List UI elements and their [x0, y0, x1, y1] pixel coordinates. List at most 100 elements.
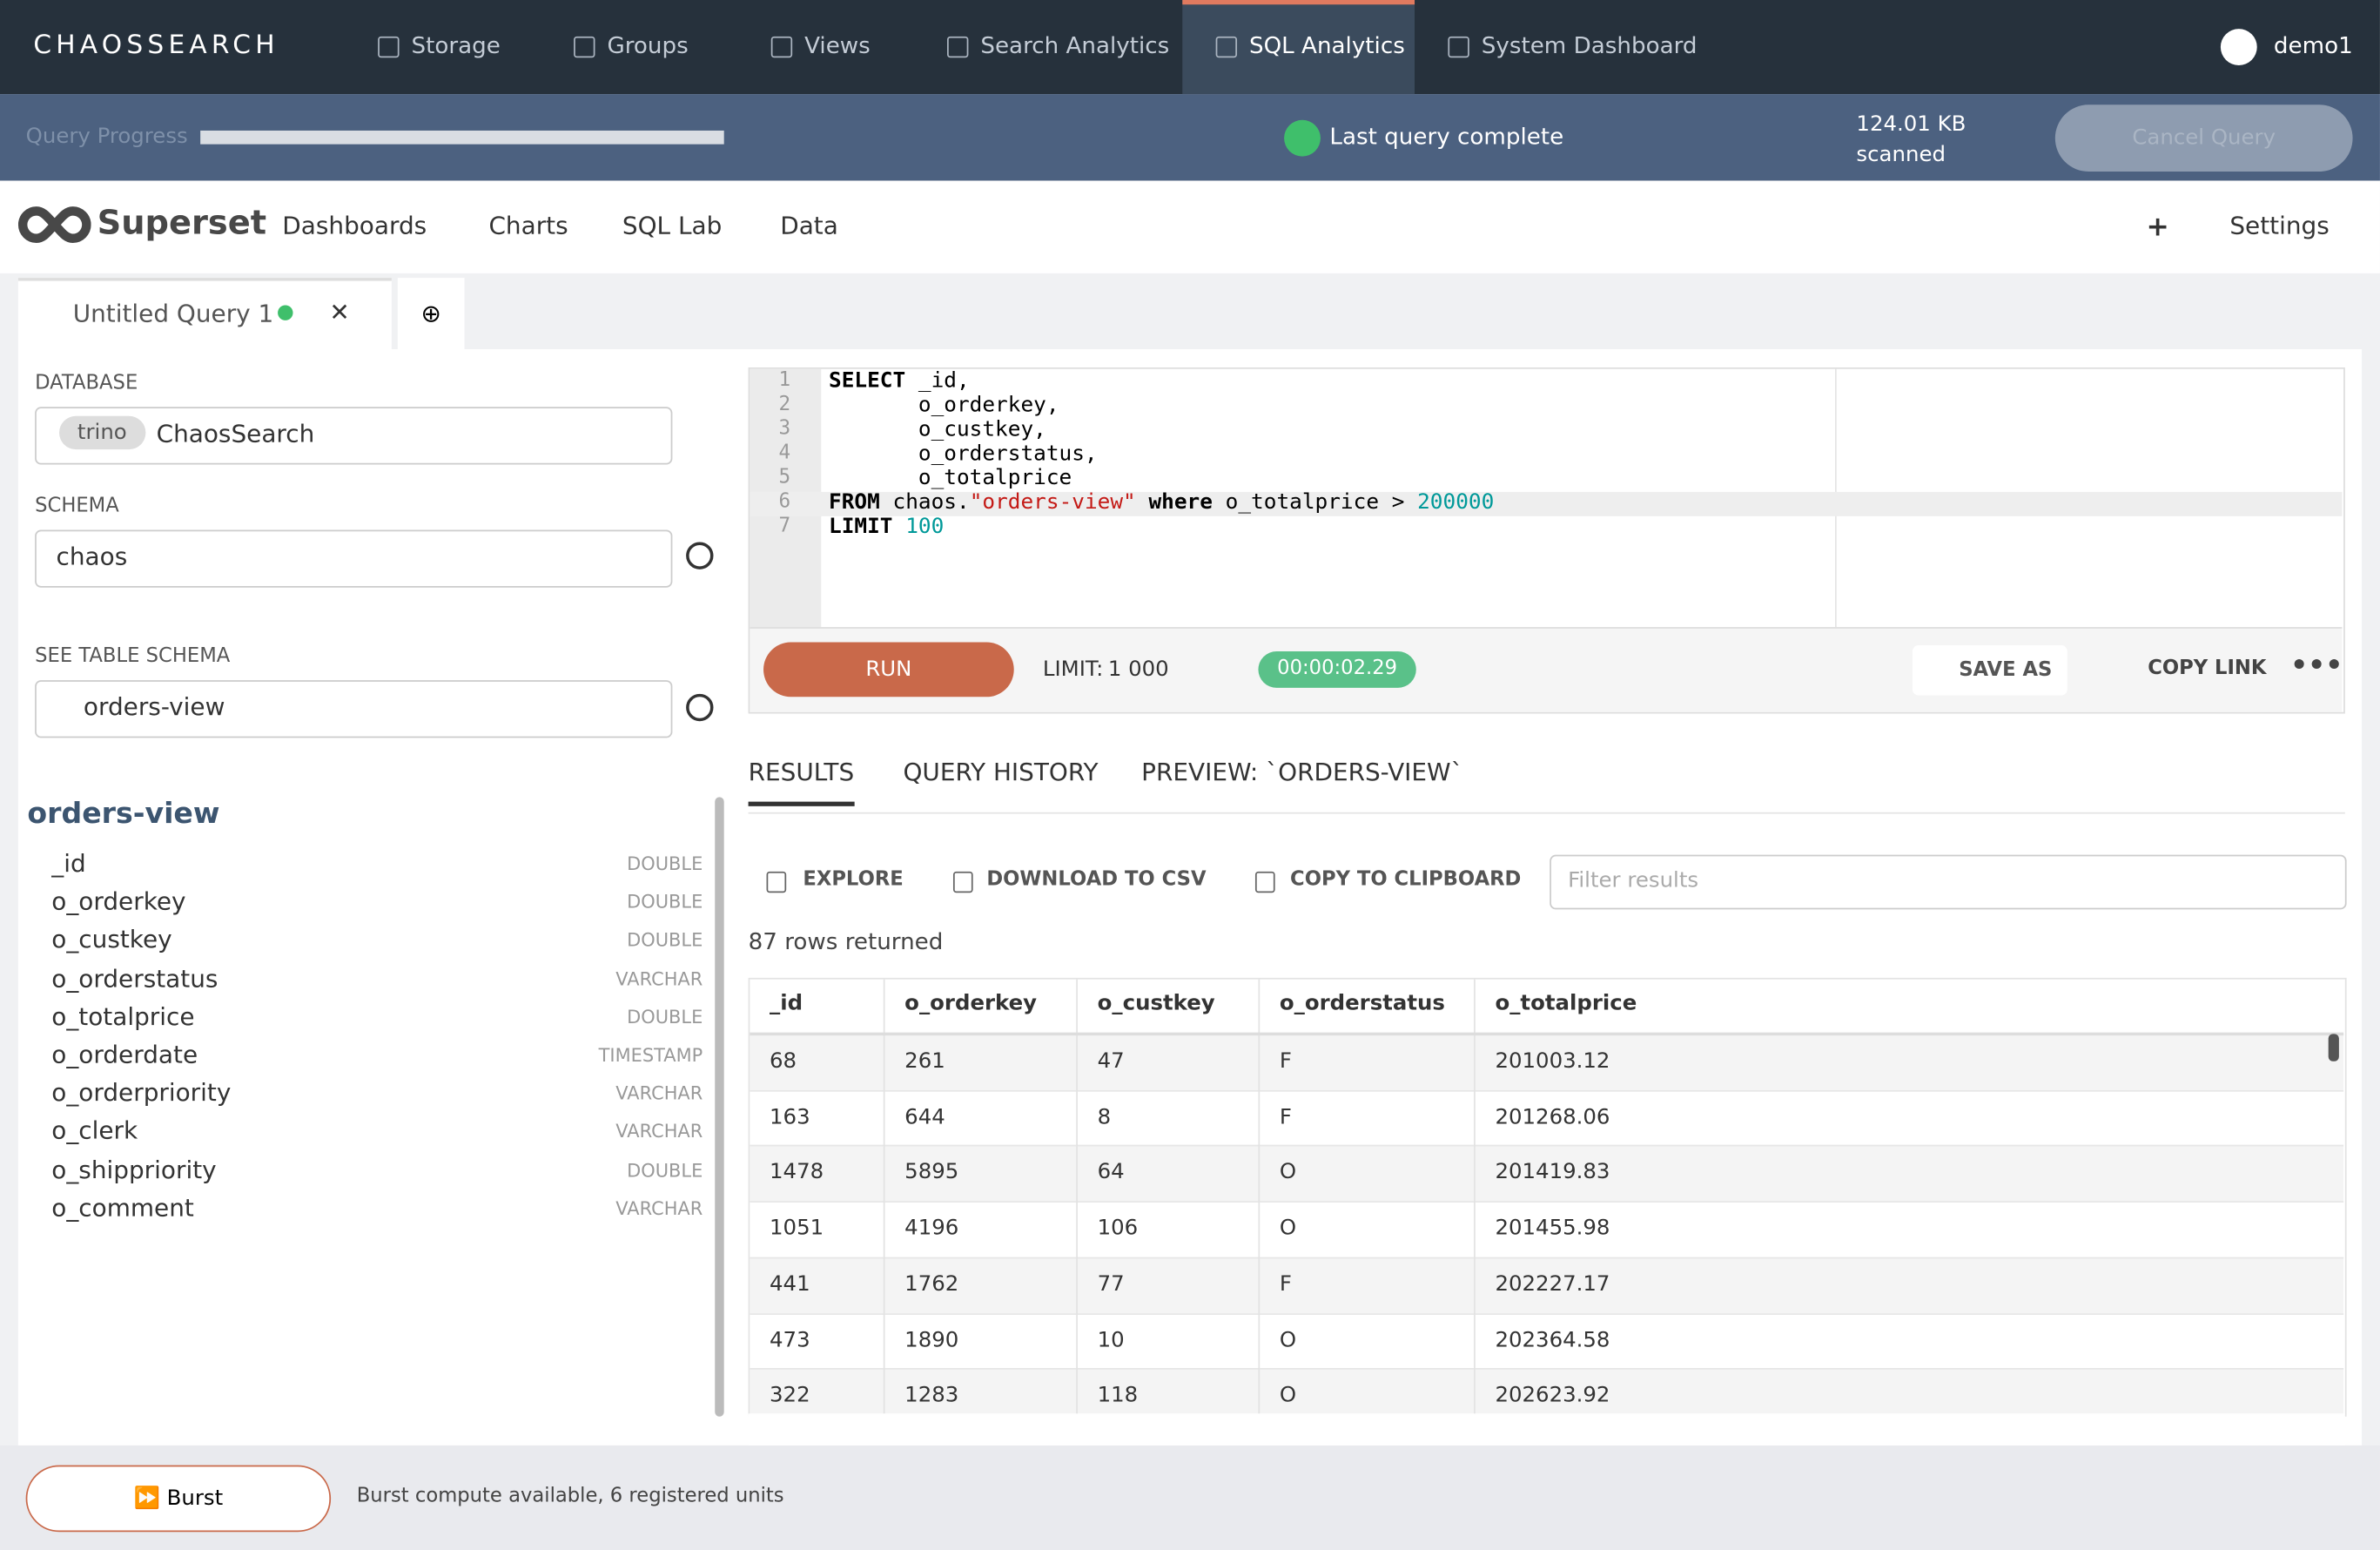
code-line: o_totalprice	[829, 466, 1072, 491]
result-tab[interactable]: RESULTS	[748, 758, 855, 806]
column-divider	[1076, 979, 1078, 1414]
header-cell[interactable]: o_custkey	[1097, 991, 1215, 1016]
cell: 202364.58	[1495, 1327, 1610, 1352]
tab-title[interactable]: Untitled Query 1	[72, 299, 274, 328]
cell: 68	[770, 1048, 797, 1074]
cell: 473	[770, 1327, 810, 1352]
action-icon	[952, 871, 973, 893]
filter-input[interactable]	[1550, 854, 2347, 910]
more[interactable]: •••	[2290, 650, 2343, 682]
menu-item[interactable]: Dashboards	[282, 211, 427, 240]
code-line: o_orderstatus,	[829, 441, 1098, 467]
nav-item[interactable]: Views	[804, 31, 871, 60]
cell: 106	[1097, 1216, 1139, 1241]
column-name: o_orderkey	[51, 886, 186, 916]
cancel-query[interactable]: Cancel Query	[2054, 104, 2353, 172]
cell: 201419.83	[1495, 1160, 1610, 1185]
select[interactable]	[35, 529, 673, 588]
superset-bar	[0, 180, 2380, 273]
cell: F	[1279, 1104, 1292, 1129]
header-cell[interactable]: o_orderstatus	[1279, 991, 1445, 1016]
user[interactable]: demo1	[2273, 31, 2353, 60]
row	[750, 1201, 2344, 1257]
column-name: o_orderpriority	[51, 1078, 232, 1108]
header-cell[interactable]: _id	[770, 991, 803, 1016]
refresh-icon[interactable]	[686, 693, 714, 722]
field-label: SCHEMA	[35, 495, 119, 518]
cell: 1890	[904, 1327, 959, 1352]
query-tab[interactable]	[17, 278, 392, 353]
active-nav-bg	[1182, 0, 1415, 95]
result-tab[interactable]: PREVIEW: `ORDERS-VIEW`	[1141, 758, 1463, 787]
burst-icon: ⏩	[133, 1486, 167, 1511]
progress-label: Query Progress	[25, 124, 188, 149]
filter-placeholder[interactable]: Filter results	[1568, 868, 1699, 893]
superset-icon	[18, 205, 91, 244]
burst-message: Burst compute available, 6 registered un…	[356, 1485, 784, 1508]
result-action[interactable]: EXPLORE	[803, 868, 904, 892]
column-divider	[1258, 979, 1261, 1414]
field-label: DATABASE	[35, 372, 138, 395]
table-scrollbar	[2328, 1034, 2339, 1061]
limit-label: LIMIT:	[1042, 657, 1104, 682]
nav-item[interactable]: Groups	[607, 31, 689, 60]
nav-item[interactable]: Search Analytics	[980, 31, 1170, 60]
cell: O	[1279, 1216, 1297, 1241]
run-button[interactable]: RUN	[763, 642, 1014, 698]
cell: 644	[904, 1104, 945, 1129]
header-cell[interactable]: o_orderkey	[904, 991, 1038, 1016]
cell: 261	[904, 1048, 945, 1074]
cell: 47	[1097, 1048, 1125, 1074]
column-name: o_orderstatus	[51, 963, 219, 993]
settings[interactable]: Settings	[2229, 211, 2330, 240]
cell: F	[1279, 1048, 1292, 1074]
result-action[interactable]: DOWNLOAD TO CSV	[986, 868, 1207, 892]
row	[750, 1257, 2344, 1313]
column-name: o_totalprice	[51, 1001, 195, 1031]
copy-link[interactable]: COPY LINK	[2148, 657, 2267, 681]
menu-item[interactable]: SQL Lab	[622, 211, 723, 240]
cell: 1051	[770, 1216, 824, 1241]
nav-icon	[1215, 36, 1238, 58]
column-type: DOUBLE	[627, 891, 703, 913]
toolbar	[750, 627, 2343, 712]
footer	[0, 1445, 2380, 1550]
refresh-icon[interactable]	[686, 542, 714, 569]
cell: 10	[1097, 1327, 1125, 1352]
plus-menu[interactable]: +	[2146, 211, 2169, 243]
limit[interactable]: 1 000	[1107, 657, 1169, 682]
logo-path	[18, 206, 91, 243]
row	[750, 1312, 2344, 1369]
burst-button[interactable]: ⏩ Burst	[25, 1465, 332, 1533]
column-name: _id	[51, 848, 86, 878]
cell: 201455.98	[1495, 1216, 1610, 1241]
menu-item[interactable]: Data	[780, 211, 838, 240]
select[interactable]	[35, 407, 673, 465]
column-type: TIMESTAMP	[598, 1044, 703, 1067]
save-as[interactable]: SAVE AS	[1912, 645, 2067, 696]
scanned-value: 124.01 KB	[1856, 112, 1967, 137]
select[interactable]	[35, 680, 673, 738]
active-line	[750, 491, 2343, 516]
result-tab[interactable]: QUERY HISTORY	[903, 758, 1099, 787]
user-icon	[2220, 29, 2257, 65]
scanned: 124.01 KB scanned	[1856, 110, 1966, 171]
column-name: o_clerk	[51, 1116, 138, 1146]
editor	[748, 367, 2345, 714]
nav-item[interactable]: SQL Analytics	[1248, 31, 1405, 60]
code-line: SELECT _id,	[829, 368, 970, 394]
row	[750, 1089, 2344, 1146]
add-tab[interactable]: ⊕	[397, 278, 465, 350]
nav-item[interactable]: System Dashboard	[1481, 31, 1698, 60]
nav-item[interactable]: Storage	[411, 31, 501, 60]
menu-item[interactable]: Charts	[488, 211, 568, 240]
check-icon	[1284, 119, 1321, 157]
result-action[interactable]: COPY TO CLIPBOARD	[1290, 868, 1522, 892]
header-cell[interactable]: o_totalprice	[1495, 991, 1637, 1016]
action-icon	[1254, 871, 1275, 893]
line-number: 6	[778, 490, 791, 514]
cell: 118	[1097, 1383, 1139, 1408]
row-count: 87 rows returned	[748, 927, 944, 955]
close-tab[interactable]: ✕	[329, 297, 350, 327]
column-type: DOUBLE	[627, 1006, 703, 1028]
